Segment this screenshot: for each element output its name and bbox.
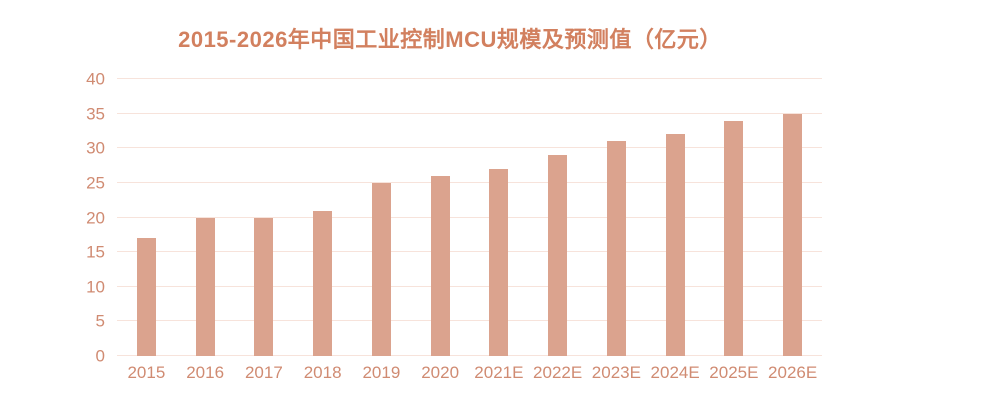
x-tick-label: 2021E (474, 363, 524, 382)
bar-2024E (665, 134, 685, 356)
gridline (117, 320, 822, 322)
gridline (117, 147, 822, 149)
x-tick-label: 2022E (533, 363, 583, 382)
bar-slot (117, 79, 176, 356)
x-tick-label: 2026E (768, 363, 818, 382)
x-tick-label: 2025E (709, 363, 759, 382)
y-tick-label: 25 (86, 173, 105, 193)
x-tick-label: 2023E (591, 363, 641, 382)
bar-slot (528, 79, 587, 356)
bar-2026E (783, 113, 803, 356)
bar-2022E (548, 155, 568, 356)
bar-slot (763, 79, 822, 356)
x-tick-label: 2024E (650, 363, 700, 382)
bar-2018 (313, 210, 333, 356)
bar-2023E (606, 141, 626, 356)
x-tick-label: 2018 (303, 363, 342, 382)
bar-slot (293, 79, 352, 356)
gridline (117, 78, 822, 79)
y-tick-label: 35 (86, 104, 105, 124)
gridline (117, 181, 822, 183)
x-tick-label: 2017 (244, 363, 283, 382)
bar-slot (352, 79, 411, 356)
y-tick-label: 5 (95, 311, 105, 331)
gridline (117, 285, 822, 287)
y-tick-label: 10 (86, 277, 105, 297)
y-tick-label: 0 (95, 346, 105, 366)
bar-2017 (254, 217, 274, 356)
x-tick-label: 2019 (362, 363, 401, 382)
y-tick-label: 15 (86, 242, 105, 262)
gridline (117, 251, 822, 253)
bar-series (117, 79, 822, 356)
y-tick-label: 20 (86, 208, 105, 227)
plot-area (117, 78, 822, 356)
bar-2021E (489, 169, 509, 356)
x-tick-label: 2015 (127, 363, 166, 382)
bar-slot (646, 79, 705, 356)
x-axis-labels: 2015 2016 2017 2018 2019 2020 2021E 2022E 2023E 2… (117, 363, 822, 383)
bar-slot (235, 79, 294, 356)
bar-2019 (371, 182, 391, 356)
y-axis-labels: 0 5 10 15 20 25 30 35 40 (0, 71, 105, 365)
bar-2016 (195, 217, 215, 356)
gridline (117, 355, 822, 356)
bar-2020 (430, 175, 450, 356)
bar-slot (587, 79, 646, 356)
bar-slot (411, 79, 470, 356)
bar-2015 (136, 238, 156, 356)
bar-slot (176, 79, 235, 356)
gridline (117, 112, 822, 114)
x-tick-label: 2016 (186, 363, 225, 382)
y-tick-label: 40 (86, 69, 105, 89)
bar-slot (705, 79, 764, 356)
gridline (117, 216, 822, 218)
x-tick-label: 2020 (421, 363, 460, 382)
bar-2025E (724, 120, 744, 356)
y-tick-label: 30 (86, 138, 105, 158)
bar-slot (470, 79, 529, 356)
chart-title: 2015-2026年中国工业控制MCU规模及预测值（亿元） (178, 27, 722, 52)
